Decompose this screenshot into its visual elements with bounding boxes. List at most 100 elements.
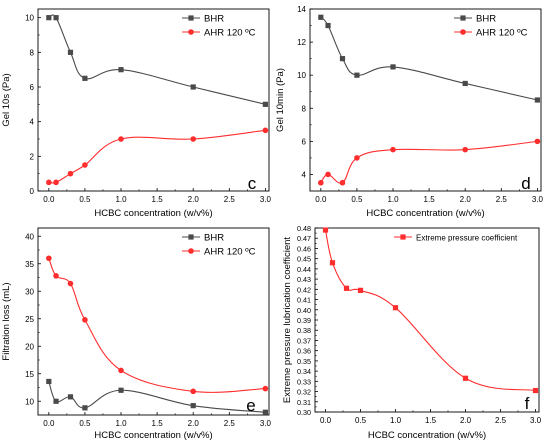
series-line	[48, 258, 266, 393]
x-tick-label: 1.0	[390, 416, 402, 425]
legend-marker	[188, 234, 194, 240]
x-axis-title: HCBC concentration (w/v%)	[368, 430, 486, 441]
y-tick-label: 0.37	[297, 336, 311, 345]
data-point	[329, 260, 336, 266]
data-point	[322, 227, 329, 233]
x-tick-label: 2.5	[495, 416, 507, 425]
x-tick-label: 2.5	[224, 195, 236, 204]
y-tick-label: 4	[302, 170, 307, 179]
series-2	[318, 138, 541, 186]
data-point	[118, 387, 124, 393]
y-tick-label: 8	[30, 48, 35, 57]
legend-label: BHR	[204, 13, 224, 24]
legend-label: AHR 120 ºC	[476, 27, 528, 38]
data-point	[53, 273, 59, 279]
data-point	[118, 136, 124, 142]
data-point	[67, 394, 74, 400]
x-tick-label: 1.5	[424, 195, 436, 204]
data-point	[343, 285, 350, 291]
x-tick-label: 1.0	[115, 195, 127, 204]
y-tick-label: 10	[25, 397, 34, 406]
legend-label: BHR	[204, 232, 224, 243]
y-tick-label: 0.36	[297, 347, 311, 356]
y-tick-label: 8	[302, 104, 307, 113]
series-1	[318, 14, 540, 103]
data-point	[262, 127, 269, 134]
y-tick-label: 0.39	[297, 316, 311, 325]
chart-panel-e: 0.0 0.5 1.0 1.5 2.0 2.5 3.0 10 15 20 25 30 35 40 HCBC …	[1, 227, 272, 441]
plot-frame	[37, 227, 270, 416]
series-2	[46, 255, 269, 395]
legend-label: AHR 120 ºC	[204, 27, 256, 38]
data-point	[318, 179, 324, 186]
x-tick-label: 0.5	[79, 419, 91, 428]
data-point	[462, 146, 469, 153]
data-point	[118, 67, 124, 73]
data-point	[390, 146, 396, 153]
plot-frame	[314, 227, 540, 413]
legend-label: Extreme pressure coefficient	[416, 233, 518, 242]
data-point	[392, 305, 399, 311]
legend: BHR AHR 120 ºC	[182, 232, 256, 257]
y-tick-label: 0.41	[297, 296, 311, 305]
panel-letter: f	[525, 394, 530, 413]
y-tick-label: 0.31	[297, 398, 311, 407]
data-point	[354, 72, 360, 78]
legend: BHR AHR 120 ºC	[182, 13, 256, 38]
data-point	[82, 405, 88, 411]
data-point	[46, 378, 52, 385]
legend-label: AHR 120 ºC	[204, 246, 256, 257]
legend: BHR AHR 120 ºC	[454, 13, 528, 38]
x-tick-label: 1.5	[425, 416, 437, 425]
y-axis-title: Filtration loss (mL)	[1, 282, 12, 360]
y-tick-label: 0	[30, 187, 35, 196]
y-tick-label: 0.47	[297, 234, 311, 243]
data-point	[262, 409, 268, 415]
plot-frame	[37, 8, 270, 192]
y-tick-label: 0.44	[297, 265, 311, 274]
data-point	[339, 56, 346, 62]
y-tick-label: 2	[30, 152, 35, 161]
chart-panel-f: 0.0 0.5 1.0 1.5 2.0 2.5 3.00.300.310.320.330.3…	[282, 224, 542, 441]
x-tick-label: 2.0	[460, 195, 472, 204]
y-tick-label: 0.48	[297, 224, 311, 233]
series-1	[322, 227, 539, 394]
y-tick-label: 0.46	[297, 244, 311, 253]
data-point	[190, 403, 196, 409]
y-tick-label: 14	[297, 5, 306, 14]
series-line	[48, 381, 266, 413]
y-tick-label: 0.30	[297, 408, 311, 417]
data-point	[190, 84, 196, 90]
legend-marker	[460, 15, 466, 21]
y-tick-label: 10	[25, 14, 34, 23]
data-point	[190, 388, 197, 395]
data-point	[325, 22, 331, 29]
legend-marker	[188, 15, 194, 21]
data-point	[262, 101, 268, 107]
data-point	[339, 179, 346, 186]
panel-letter: d	[521, 174, 530, 193]
data-point	[82, 75, 88, 81]
data-point	[53, 179, 59, 186]
y-axis-title: Gel 10min (Pa)	[275, 68, 286, 132]
x-axis-title: HCBC concentration (w/v%)	[94, 430, 212, 441]
data-point	[318, 14, 324, 20]
y-tick-label: 0.34	[297, 367, 311, 376]
y-tick-label: 0.38	[297, 326, 311, 335]
x-tick-label: 2.0	[188, 419, 200, 428]
y-axis-title: Extreme pressure lubrication coefficient	[282, 237, 293, 404]
y-tick-label: 0.42	[297, 285, 311, 294]
y-tick-label: 25	[25, 315, 34, 324]
x-tick-label: 0.5	[351, 195, 363, 204]
y-tick-label: 35	[25, 260, 34, 269]
y-tick-label: 15	[25, 370, 34, 379]
y-tick-label: 6	[30, 83, 35, 92]
x-tick-label: 3.0	[260, 195, 272, 204]
data-point	[82, 162, 88, 168]
data-point	[462, 375, 469, 381]
y-tick-label: 0.40	[297, 306, 311, 315]
series-line	[48, 129, 266, 184]
x-tick-label: 3.0	[260, 419, 272, 428]
y-tick-label: 12	[297, 38, 306, 47]
x-tick-label: 0.0	[43, 419, 55, 428]
